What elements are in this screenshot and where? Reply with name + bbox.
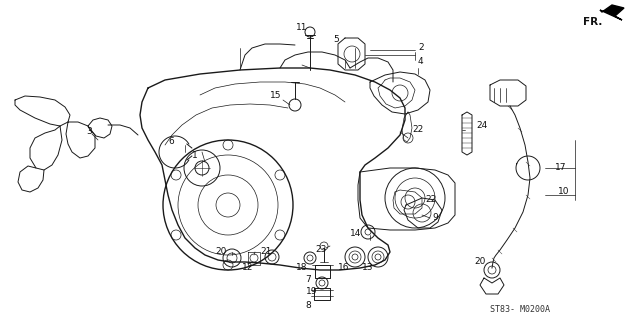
Text: 13: 13 <box>362 263 373 273</box>
Text: 7: 7 <box>305 276 311 284</box>
Text: ST83- M0200A: ST83- M0200A <box>490 306 550 315</box>
Text: 6: 6 <box>168 137 174 146</box>
Text: FR.: FR. <box>583 17 603 27</box>
Text: 18: 18 <box>296 263 308 273</box>
Text: 16: 16 <box>338 263 350 273</box>
Text: 15: 15 <box>270 92 282 100</box>
Text: 8: 8 <box>305 301 311 310</box>
Text: 10: 10 <box>558 188 569 196</box>
Text: 2: 2 <box>418 44 424 52</box>
Text: 5: 5 <box>333 36 339 44</box>
Text: 22: 22 <box>425 196 436 204</box>
Text: 11: 11 <box>296 23 308 33</box>
Text: 14: 14 <box>350 228 361 237</box>
Text: 12: 12 <box>242 263 254 273</box>
Text: 3: 3 <box>86 127 92 137</box>
Text: 24: 24 <box>476 121 487 130</box>
Text: 17: 17 <box>555 164 566 172</box>
Text: 20: 20 <box>474 258 485 267</box>
Text: 22: 22 <box>412 125 423 134</box>
Text: 23: 23 <box>315 245 326 254</box>
Text: 21: 21 <box>260 247 271 257</box>
Text: 1: 1 <box>192 150 197 159</box>
Polygon shape <box>600 5 624 20</box>
Text: 20: 20 <box>215 247 226 257</box>
Text: 19: 19 <box>306 287 317 297</box>
Text: 9: 9 <box>432 213 438 222</box>
Text: 4: 4 <box>418 58 424 67</box>
